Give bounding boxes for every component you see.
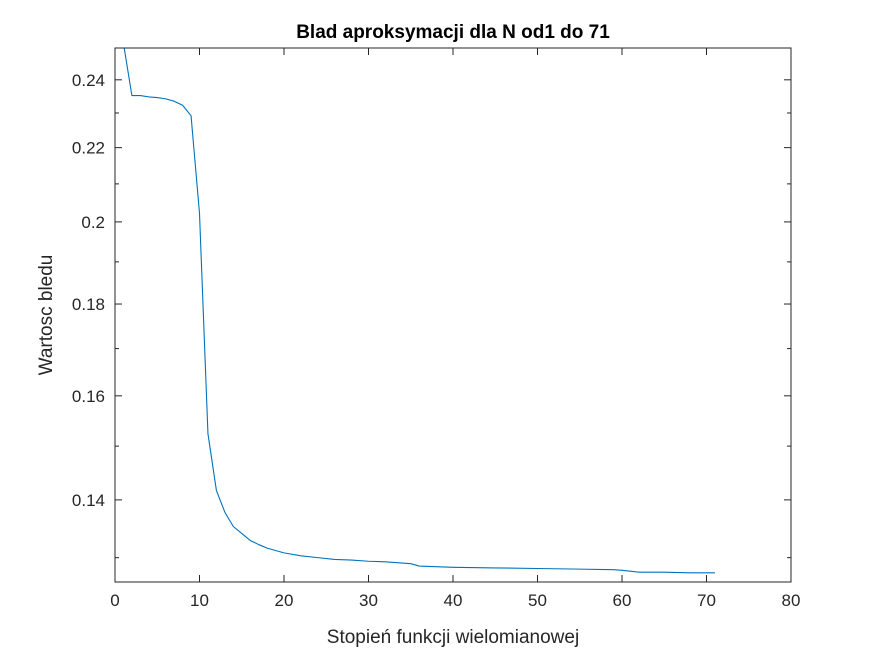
plot-area: [115, 48, 791, 582]
y-tick-label: 0.24: [72, 71, 105, 90]
x-tick-label: 0: [110, 591, 119, 610]
x-tick-label: 70: [697, 591, 716, 610]
x-tick-label: 80: [782, 591, 801, 610]
x-tick-label: 60: [613, 591, 632, 610]
x-tick-label: 10: [190, 591, 209, 610]
axis-ticks: 0 10 20 30 40 50 60 70 80 0.14 0.16 0.18 0.2 0.22 0.24: [72, 47, 801, 610]
y-axis-label: Wartosc bledu: [36, 255, 57, 376]
y-tick-label: 0.2: [81, 213, 105, 232]
y-tick-label: 0.22: [72, 139, 105, 158]
y-tick-label: 0.18: [72, 295, 105, 314]
x-tick-label: 30: [359, 591, 378, 610]
chart-title: Blad aproksymacji dla N od1 do 71: [296, 22, 610, 43]
x-tick-label: 20: [275, 591, 294, 610]
y-tick-label: 0.16: [72, 387, 105, 406]
x-tick-label: 40: [444, 591, 463, 610]
series-layer: [123, 48, 715, 574]
y-tick-label: 0.14: [72, 491, 105, 510]
x-axis-label: Stopień funkcji wielomianowej: [327, 627, 579, 648]
x-tick-label: 50: [528, 591, 547, 610]
series-line-1: [123, 48, 715, 574]
axes-box: [114, 47, 792, 583]
